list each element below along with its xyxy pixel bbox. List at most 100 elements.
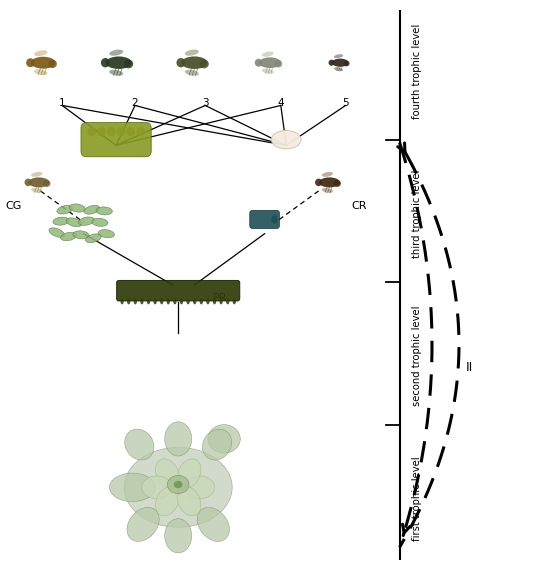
Ellipse shape: [34, 50, 48, 56]
Ellipse shape: [84, 205, 100, 214]
Ellipse shape: [160, 299, 163, 304]
FancyBboxPatch shape: [81, 123, 151, 157]
Text: second trophic level: second trophic level: [412, 306, 422, 406]
Text: PR: PR: [213, 292, 228, 303]
Ellipse shape: [274, 60, 282, 67]
Ellipse shape: [322, 188, 333, 193]
Ellipse shape: [202, 429, 232, 460]
Ellipse shape: [319, 177, 340, 188]
Ellipse shape: [156, 459, 179, 488]
Text: I: I: [430, 341, 434, 354]
Text: 3: 3: [202, 97, 208, 108]
Ellipse shape: [97, 127, 106, 136]
Ellipse shape: [124, 447, 232, 527]
Ellipse shape: [334, 180, 341, 187]
Ellipse shape: [43, 180, 50, 187]
Ellipse shape: [85, 234, 102, 243]
Ellipse shape: [78, 217, 94, 225]
Ellipse shape: [177, 486, 201, 516]
Ellipse shape: [31, 57, 56, 68]
Ellipse shape: [92, 218, 108, 226]
Ellipse shape: [109, 50, 123, 56]
Ellipse shape: [322, 172, 333, 177]
Ellipse shape: [127, 299, 130, 304]
Ellipse shape: [48, 60, 57, 68]
Ellipse shape: [226, 299, 230, 304]
Ellipse shape: [219, 299, 222, 304]
Ellipse shape: [343, 60, 349, 66]
Ellipse shape: [34, 70, 48, 75]
Ellipse shape: [174, 481, 183, 488]
Ellipse shape: [334, 54, 343, 58]
Ellipse shape: [208, 425, 240, 453]
Ellipse shape: [328, 60, 334, 66]
Ellipse shape: [134, 299, 137, 304]
Ellipse shape: [193, 299, 197, 304]
Ellipse shape: [57, 205, 73, 214]
Ellipse shape: [109, 473, 156, 502]
Ellipse shape: [165, 519, 192, 553]
Ellipse shape: [262, 51, 274, 57]
Ellipse shape: [185, 50, 199, 56]
Text: II: II: [466, 361, 474, 374]
Ellipse shape: [69, 204, 85, 212]
Ellipse shape: [31, 188, 43, 193]
Ellipse shape: [126, 127, 135, 136]
FancyBboxPatch shape: [249, 210, 280, 229]
Ellipse shape: [200, 59, 209, 68]
Ellipse shape: [165, 422, 192, 456]
Ellipse shape: [87, 127, 96, 136]
Ellipse shape: [181, 56, 207, 69]
Ellipse shape: [332, 59, 349, 67]
Ellipse shape: [53, 217, 69, 225]
Ellipse shape: [197, 507, 230, 542]
Ellipse shape: [140, 299, 144, 304]
Text: 1: 1: [59, 97, 65, 108]
Ellipse shape: [315, 178, 322, 186]
Ellipse shape: [185, 476, 215, 499]
Ellipse shape: [233, 299, 236, 304]
Ellipse shape: [186, 299, 190, 304]
Ellipse shape: [262, 68, 274, 74]
Ellipse shape: [200, 299, 203, 304]
Ellipse shape: [101, 58, 110, 67]
Ellipse shape: [60, 233, 77, 241]
Ellipse shape: [167, 475, 189, 494]
Ellipse shape: [259, 58, 281, 68]
Text: 4: 4: [278, 97, 284, 108]
Ellipse shape: [334, 67, 343, 71]
Ellipse shape: [29, 177, 49, 188]
Ellipse shape: [26, 58, 35, 67]
Ellipse shape: [177, 459, 201, 488]
Ellipse shape: [73, 231, 89, 239]
Ellipse shape: [106, 56, 132, 69]
Ellipse shape: [167, 299, 170, 304]
Ellipse shape: [173, 299, 177, 304]
Text: third trophic level: third trophic level: [412, 169, 422, 258]
Text: CR: CR: [351, 201, 367, 211]
Text: fourth trophic level: fourth trophic level: [412, 23, 422, 119]
Ellipse shape: [125, 429, 154, 460]
Ellipse shape: [127, 507, 159, 542]
Ellipse shape: [31, 172, 43, 177]
Ellipse shape: [213, 299, 216, 304]
Ellipse shape: [177, 58, 185, 67]
Ellipse shape: [107, 127, 116, 136]
Ellipse shape: [147, 299, 150, 304]
Ellipse shape: [124, 59, 133, 68]
Ellipse shape: [49, 228, 64, 237]
Text: 2: 2: [132, 97, 138, 108]
Ellipse shape: [206, 299, 210, 304]
Ellipse shape: [96, 207, 112, 215]
Ellipse shape: [109, 70, 123, 76]
Text: CG: CG: [5, 201, 22, 211]
Ellipse shape: [185, 70, 199, 76]
Ellipse shape: [180, 299, 183, 304]
Ellipse shape: [24, 178, 32, 186]
FancyBboxPatch shape: [117, 280, 240, 301]
Text: first trophic level: first trophic level: [412, 457, 422, 541]
Ellipse shape: [117, 127, 125, 136]
Text: 5: 5: [342, 97, 349, 108]
Ellipse shape: [98, 230, 114, 238]
Ellipse shape: [153, 299, 157, 304]
